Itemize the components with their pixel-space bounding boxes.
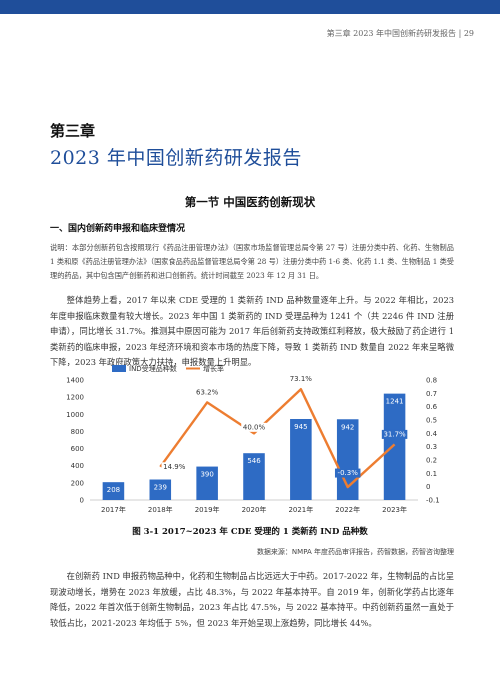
chapter-number: 第三章 (50, 122, 96, 140)
rate-value-label: 73.1% (290, 375, 313, 383)
legend-swatch-bar (112, 365, 126, 372)
bar-value-label: 239 (154, 484, 167, 492)
section-title: 第一节 中国医药创新现状 (184, 195, 316, 209)
body-paragraph-1: 整体趋势上看，2017 年以来 CDE 受理的 1 类新药 IND 品种数量逐年… (50, 295, 454, 368)
y-right-tick-label: 0.8 (426, 377, 437, 385)
bar (196, 466, 218, 500)
x-tick-label: 2017年 (101, 505, 126, 514)
running-header: 第三章 2023 年中国创新药研发报告 | 29 (326, 29, 474, 38)
y-right-tick-label: -0.1 (426, 497, 440, 505)
y-left-tick-label: 400 (71, 462, 84, 470)
subsection-title: 一、国内创新药申报和临床登情况 (50, 224, 186, 234)
rate-label-bg (381, 429, 408, 439)
x-tick-label: 2022年 (335, 505, 360, 514)
bar-value-label: 208 (107, 486, 120, 494)
bar-value-label: 390 (200, 471, 213, 479)
bar-value-label: 1241 (386, 398, 404, 406)
bar (336, 419, 359, 500)
y-right-tick-label: 0.6 (426, 403, 438, 411)
y-right-tick-label: 0.4 (426, 430, 438, 438)
bar-value-label: 945 (294, 423, 307, 431)
y-right-tick-label: 0 (426, 483, 430, 491)
bar (149, 479, 172, 500)
note-paragraph: 说明：本部分创新药包含按照现行《药品注册管理办法》（国家市场监督管理总局令第 2… (50, 243, 454, 280)
header-bar (0, 0, 500, 14)
rate-value-label: -0.3% (338, 469, 359, 477)
rate-value-label: 63.2% (196, 388, 219, 396)
legend-label-line: 增长率 (203, 364, 224, 373)
ind-chart-svg: IND受理品种数 增长率 0 200 400 600 800 1000 1200 1400 -… (66, 364, 440, 514)
bar (102, 482, 125, 500)
y-right-tick-label: 0.2 (426, 457, 437, 465)
chapter-title: 2023 年中国创新药研发报告 (50, 147, 302, 169)
y-left-tick-label: 1200 (66, 394, 84, 402)
rate-label-bg (288, 374, 314, 384)
x-tick-label: 2020年 (242, 505, 267, 514)
chart-legend: IND受理品种数 增长率 (112, 364, 224, 373)
rate-value-label: 40.0% (243, 423, 266, 431)
y-left-tick-label: 800 (71, 428, 84, 436)
rate-label-bg (241, 422, 267, 432)
x-tick-label: 2019年 (195, 505, 220, 514)
y-right-tick-label: 0.5 (426, 417, 437, 425)
y-left-tick-label: 1000 (66, 411, 84, 419)
rate-label-bg (194, 387, 220, 397)
y-right-tick-label: 0.1 (426, 470, 437, 478)
figure-source: 数据来源：NMPA 年度药品审评报告，药智数据，药智咨询整理 (256, 548, 454, 556)
y-left-tick-label: 200 (71, 479, 84, 487)
y-left-tick-label: 0 (80, 497, 84, 505)
body-paragraph-2: 在创新药 IND 申报药物品种中，化药和生物制品占比远远大于中药。2017-20… (50, 571, 454, 628)
growth-rate-line (159, 388, 396, 489)
legend-label-bar: IND受理品种数 (129, 364, 177, 373)
ind-chart: IND受理品种数 增长率 0 200 400 600 800 1000 1200 1400 -… (50, 358, 450, 518)
rate-label-bg (161, 462, 188, 472)
bar-value-label: 942 (341, 423, 354, 431)
bar (243, 453, 265, 500)
bar (290, 419, 312, 500)
y-left-tick-label: 600 (71, 445, 84, 453)
rate-label-bg (334, 468, 361, 478)
x-tick-label: 2018年 (148, 505, 173, 514)
y-left-tick-label: 1400 (66, 377, 84, 385)
bar (383, 393, 406, 500)
figure-caption: 图 3-1 2017~2023 年 CDE 受理的 1 类新药 IND 品种数 (132, 527, 368, 537)
rate-value-label: 31.7% (383, 430, 406, 438)
y-right-tick-label: 0.7 (426, 390, 437, 398)
bar-value-label: 546 (247, 457, 261, 465)
y-right-tick-label: 0.3 (426, 443, 437, 451)
x-tick-label: 2021年 (288, 505, 313, 514)
x-tick-label: 2023年 (382, 505, 407, 514)
rate-value-label: 14.9% (163, 463, 186, 471)
